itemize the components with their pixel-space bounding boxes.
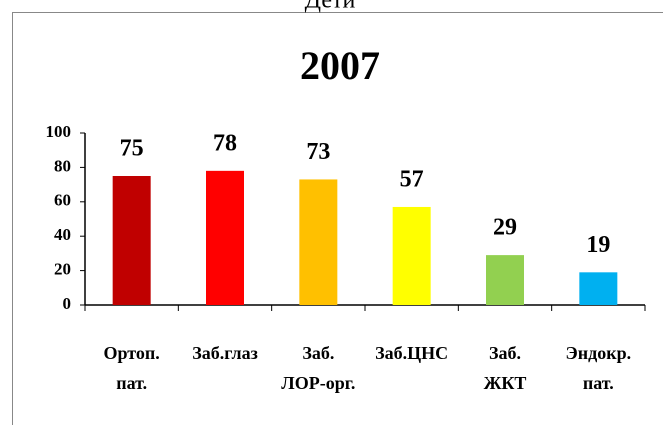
bar [579,272,618,305]
bar [206,170,244,305]
value-label: 29 [493,215,517,241]
x-tick-label: Эндокр. пат. [566,343,632,393]
chart-title: 2007 [300,43,380,88]
value-label: 78 [213,130,237,156]
value-label: 73 [306,139,330,165]
bar [392,206,431,305]
x-tick-label: Заб.ЦНС [375,343,448,363]
x-tick-label: Заб. ЛОР-орг. [281,343,355,393]
bar [486,255,524,305]
y-tick-label: 80 [54,156,71,175]
value-label: 19 [586,232,610,258]
x-tick-label: Ортоп. пат. [104,343,160,393]
y-tick-label: 40 [54,225,71,244]
value-label: 75 [120,136,144,162]
y-tick-label: 60 [54,191,71,210]
chart-caption: Дети [305,0,356,14]
value-label: 57 [400,166,424,192]
bar [299,179,338,305]
y-tick-label: 20 [54,260,71,279]
x-tick-label: Заб. ЖКТ [484,343,527,393]
x-tick-label: Заб.глаз [192,343,258,363]
y-tick-label: 100 [46,122,72,141]
y-tick-label: 0 [63,294,72,313]
bar [112,176,151,305]
